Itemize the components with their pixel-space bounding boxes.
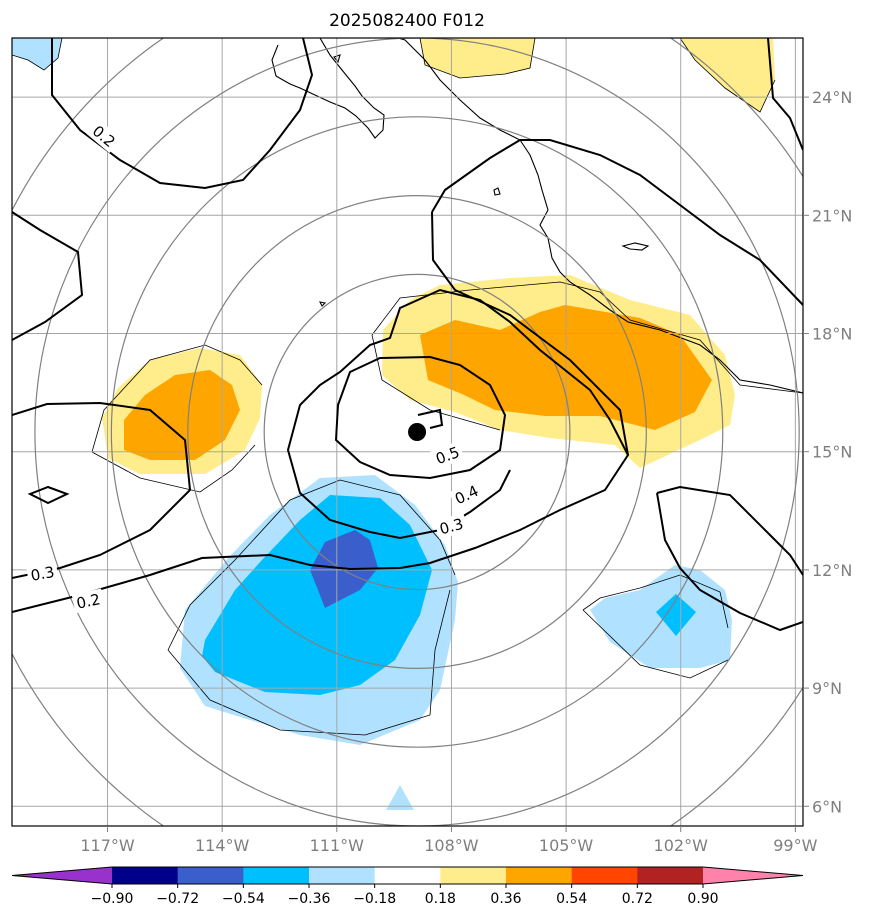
contour-line — [12, 401, 192, 579]
contour-line — [51, 38, 314, 190]
field-outline — [371, 334, 501, 431]
island-outline — [621, 242, 650, 251]
field-outline — [91, 444, 256, 493]
colorbar-segment — [112, 867, 179, 884]
colorbar-segment — [309, 867, 376, 884]
contour-lines — [12, 38, 803, 632]
negative-anomaly-region — [202, 495, 432, 695]
contour-label-bg — [448, 479, 485, 510]
range-ring — [263, 273, 571, 591]
lat-tick-label: 18°N — [812, 325, 852, 344]
lat-tick-label: 9°N — [812, 679, 842, 698]
colorbar-segment — [637, 867, 704, 884]
colorbar-segment — [374, 867, 441, 884]
shaded-field — [12, 38, 775, 810]
colorbar-tick-label: −0.54 — [222, 891, 265, 907]
longitude-axis: 117°W 114°W 111°W 108°W 105°W 102°W 99°W — [80, 826, 818, 855]
colorbar: −0.90 −0.72 −0.54 −0.36 −0.18 0.18 0.36 0.54 0.7… — [11, 866, 804, 907]
contour-label-bg — [26, 561, 59, 586]
colorbar-segment — [440, 867, 507, 884]
storm-center-marker — [408, 423, 427, 441]
map-frame — [11, 37, 804, 827]
range-rings — [12, 38, 803, 826]
field-outline — [419, 38, 536, 79]
colorbar-extend-high — [703, 867, 803, 884]
negative-anomaly-region — [386, 785, 414, 810]
field-outline — [582, 609, 729, 679]
colorbar-extend-low — [12, 867, 112, 884]
contour-label-bg — [71, 588, 105, 614]
contour-line — [431, 211, 629, 456]
colorbar-tick-label: −0.72 — [156, 891, 199, 907]
contour-label-bg — [430, 441, 465, 470]
colorbar-tick-label: 0.18 — [425, 891, 456, 907]
field-outline — [12, 38, 63, 71]
range-ring — [187, 195, 647, 669]
map-area: 0.20.30.20.50.40.3 — [12, 38, 803, 826]
contour-line — [12, 288, 630, 613]
contour-label: 0.3 — [26, 561, 59, 586]
colorbar-tick-label: 0.72 — [622, 891, 653, 907]
colorbar-tick-label: 0.90 — [687, 891, 718, 907]
lon-tick-label: 114°W — [195, 836, 250, 855]
colorbar-tick-label: 0.36 — [490, 891, 521, 907]
latitude-axis: 6°N 9°N 12°N 15°N 18°N 21°N 24°N — [803, 88, 852, 816]
lon-tick-label: 108°W — [424, 836, 479, 855]
island-outline — [493, 187, 501, 196]
contour-label-bg — [86, 119, 122, 154]
baja-coastline — [271, 38, 385, 139]
field-outline — [167, 589, 451, 736]
lat-tick-label: 21°N — [812, 206, 852, 225]
colorbar-segment — [571, 867, 638, 884]
contour-label-bg — [434, 513, 469, 540]
contour-label-text: 0.2 — [75, 590, 102, 613]
contour-label: 0.3 — [434, 513, 469, 540]
lon-tick-label: 102°W — [654, 836, 709, 855]
lat-tick-label: 6°N — [812, 797, 842, 816]
contour-label: 0.4 — [448, 479, 485, 510]
contour-label: 0.2 — [71, 588, 105, 614]
colorbar-segment — [177, 867, 244, 884]
contour-line — [767, 38, 803, 151]
lon-tick-label: 111°W — [310, 836, 365, 855]
field-outline — [582, 574, 729, 629]
lon-tick-label: 117°W — [80, 836, 135, 855]
colorbar-segment — [506, 867, 573, 884]
lat-tick-label: 24°N — [812, 88, 852, 107]
contour-line — [27, 485, 70, 505]
negative-anomaly-region — [12, 38, 62, 70]
contour-label-text: 0.3 — [438, 515, 466, 539]
colorbar-segment — [243, 867, 310, 884]
contour-line — [431, 139, 803, 306]
colorbar-tick-label: −0.90 — [91, 891, 134, 907]
positive-anomaly-region — [680, 38, 775, 112]
figure-title: 2025082400 F012 — [329, 11, 485, 31]
contour-line — [12, 211, 84, 341]
lon-tick-label: 105°W — [539, 836, 594, 855]
contour-line — [334, 355, 507, 480]
lat-tick-label: 12°N — [812, 561, 852, 580]
mainland-coastline — [397, 38, 803, 394]
island-outline — [319, 301, 327, 307]
negative-anomaly-region — [656, 594, 696, 636]
contour-line — [656, 492, 803, 632]
contour-line — [656, 485, 803, 576]
contour-line — [417, 408, 444, 429]
coastlines — [271, 38, 803, 394]
range-ring — [34, 38, 800, 826]
lon-tick-label: 99°W — [773, 836, 817, 855]
field-outline — [91, 344, 263, 453]
contour-label-text: 0.3 — [29, 563, 56, 585]
lat-tick-label: 15°N — [812, 443, 852, 462]
colorbar-tick-label: −0.18 — [353, 891, 396, 907]
colorbar-tick-label: 0.54 — [556, 891, 587, 907]
positive-anomaly-region — [124, 370, 240, 460]
field-outline — [167, 479, 456, 651]
positive-anomaly-region — [420, 38, 535, 78]
range-ring — [110, 116, 724, 748]
field-outline — [371, 281, 803, 394]
colorbar-tick-label: −0.36 — [288, 891, 331, 907]
